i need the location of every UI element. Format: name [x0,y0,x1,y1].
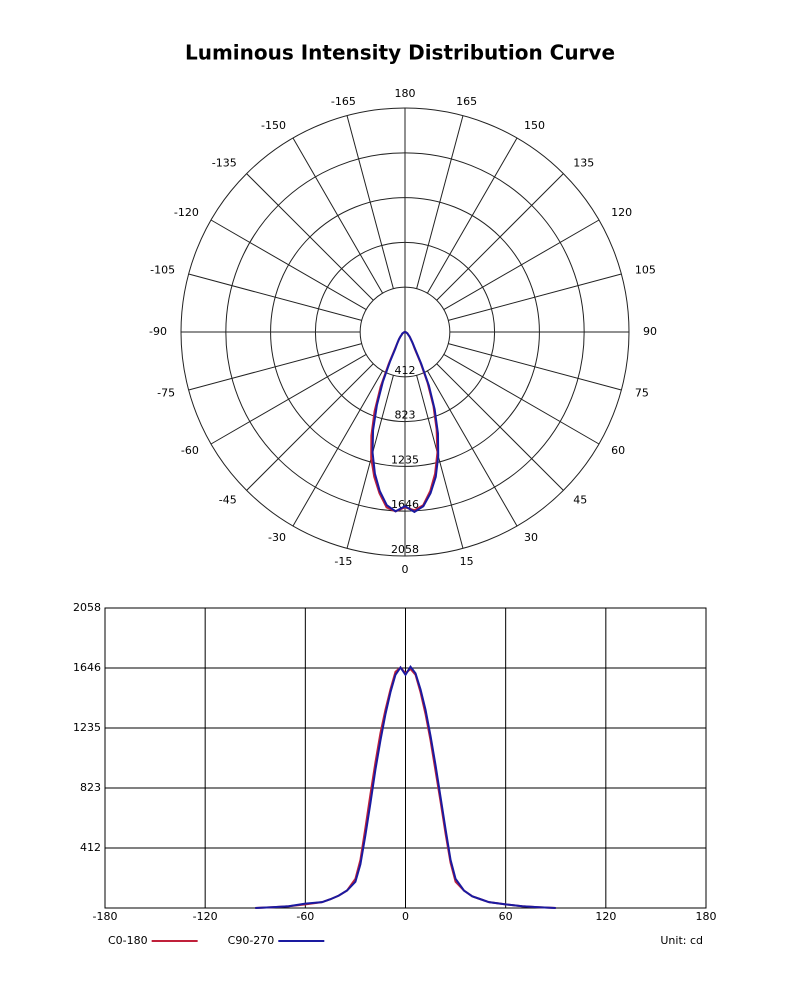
theta-tick-label: -15 [334,555,352,568]
chart-title: Luminous Intensity Distribution Curve [185,41,615,65]
r-tick-label: 823 [395,409,416,422]
y-tick-label: 1646 [73,661,101,674]
unit-note: Unit: cd [660,934,703,947]
theta-tick-label: -120 [174,206,199,219]
theta-tick-label: 135 [573,157,594,170]
theta-tick-label: 75 [635,387,649,400]
theta-tick-label: 105 [635,263,656,276]
x-tick-label: 180 [696,910,717,923]
legend-label: C0-180 [108,934,148,947]
legend-label: C90-270 [228,934,275,947]
theta-tick-label: -105 [150,263,175,276]
theta-tick-label: -30 [268,531,286,544]
theta-tick-label: 90 [643,325,657,338]
theta-tick-label: 0 [402,563,409,576]
x-tick-label: 0 [402,910,409,923]
x-tick-label: 60 [499,910,513,923]
y-tick-label: 2058 [73,601,101,614]
y-tick-label: 412 [80,841,101,854]
theta-tick-label: 45 [573,493,587,506]
r-tick-label: 412 [395,364,416,377]
theta-tick-label: -45 [219,493,237,506]
theta-tick-label: 120 [611,206,632,219]
theta-tick-label: -90 [149,325,167,338]
theta-tick-label: -150 [261,119,286,132]
theta-tick-label: 30 [524,531,538,544]
r-tick-label: 2058 [391,543,419,556]
x-tick-label: -120 [193,910,218,923]
theta-tick-label: 180 [395,87,416,100]
y-tick-label: 1235 [73,721,101,734]
theta-tick-label: 60 [611,444,625,457]
r-tick-label: 1646 [391,498,419,511]
theta-tick-label: -60 [181,444,199,457]
theta-tick-label: 165 [456,95,477,108]
theta-tick-label: -165 [331,95,356,108]
theta-tick-label: 15 [460,555,474,568]
theta-tick-label: -135 [212,157,237,170]
y-tick-label: 823 [80,781,101,794]
series-line [371,331,440,514]
x-tick-label: 120 [595,910,616,923]
x-tick-label: -180 [93,910,118,923]
series-line [255,664,556,909]
r-tick-label: 1235 [391,453,419,466]
theta-tick-label: 150 [524,119,545,132]
x-tick-label: -60 [296,910,314,923]
theta-tick-label: -75 [157,387,175,400]
